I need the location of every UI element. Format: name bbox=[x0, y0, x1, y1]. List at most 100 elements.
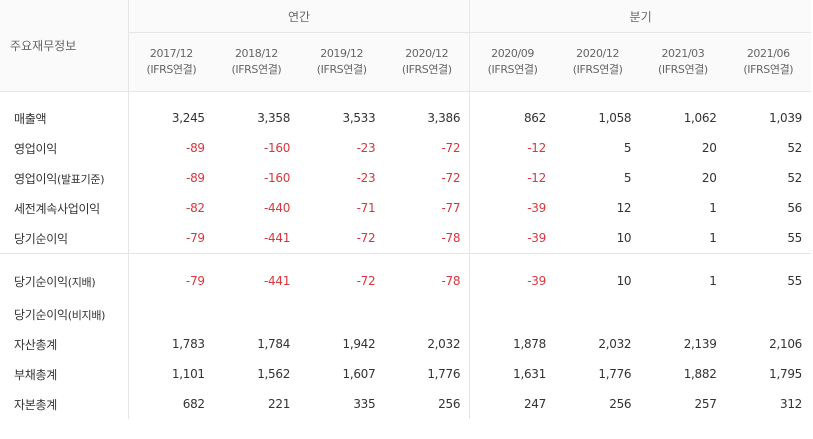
table-row: 당기순이익 -79 -441 -72 -78 -39 10 1 55 bbox=[0, 223, 811, 254]
value-cell: 20 bbox=[701, 171, 717, 185]
value-cell bbox=[726, 299, 811, 329]
value-cell: -71 bbox=[356, 201, 376, 215]
row-label-sub: (지배) bbox=[67, 275, 96, 289]
value-cell: -89 bbox=[127, 133, 214, 163]
value-cell: -160 bbox=[264, 141, 291, 155]
period-basis: (IFRS연결) bbox=[401, 63, 452, 76]
financial-summary-table: 주요재무정보 연간 분기 2017/12 (IFRS연결) 2018/12 (IFRS… bbox=[0, 0, 811, 419]
value-cell: 52 bbox=[787, 141, 802, 155]
table-row: 부채총계 1,101 1,562 1,607 1,776 1,631 1,776 1,882 1… bbox=[0, 359, 811, 389]
row-label-main: 매출액 bbox=[14, 111, 47, 126]
value-cell: 1,631 bbox=[469, 359, 555, 389]
value-cell: 55 bbox=[787, 274, 802, 288]
period-basis: (IFRS연결) bbox=[572, 63, 623, 76]
value-cell: -72 bbox=[441, 171, 461, 185]
table-row: 세전계속사업이익 -82 -440 -71 -77 -39 12 1 56 bbox=[0, 193, 811, 223]
value-cell: -160 bbox=[264, 171, 291, 185]
period-header: 2019/12 (IFRS연결) bbox=[299, 32, 385, 92]
period-basis: (IFRS연결) bbox=[487, 63, 538, 76]
period-basis: (IFRS연결) bbox=[658, 63, 708, 76]
row-label: 매출액 bbox=[0, 103, 128, 133]
table-row: 영업이익 -89 -160 -23 -72 -12 5 20 52 bbox=[0, 133, 811, 163]
row-label-sub: (비지배) bbox=[67, 308, 106, 322]
value-cell: 1,795 bbox=[769, 367, 802, 381]
value-cell: 221 bbox=[268, 397, 291, 411]
period-date: 2019/12 bbox=[320, 47, 364, 60]
period-basis: (IFRS연결) bbox=[231, 63, 282, 76]
period-basis: (IFRS연결) bbox=[146, 63, 197, 76]
row-label-main: 당기순이익 bbox=[14, 231, 68, 246]
value-cell: 1,878 bbox=[469, 329, 555, 359]
row-label: 자산총계 bbox=[0, 329, 128, 359]
period-header: 2021/06 (IFRS연결) bbox=[725, 32, 811, 92]
value-cell bbox=[555, 299, 640, 329]
value-cell: 12 bbox=[616, 201, 632, 215]
value-cell: -12 bbox=[469, 163, 555, 193]
value-cell: 862 bbox=[469, 103, 555, 133]
value-cell: 247 bbox=[469, 389, 555, 419]
value-cell: 2,032 bbox=[598, 337, 632, 351]
value-cell: 1,039 bbox=[769, 111, 802, 125]
table-header: 주요재무정보 연간 분기 2017/12 (IFRS연결) 2018/12 (IFRS… bbox=[0, 0, 811, 92]
value-cell: 3,358 bbox=[257, 111, 291, 125]
period-header: 2018/12 (IFRS연결) bbox=[213, 32, 300, 92]
row-label: 자본총계 bbox=[0, 389, 128, 419]
value-cell: 1 bbox=[709, 274, 717, 288]
value-cell: 56 bbox=[787, 201, 802, 215]
value-cell: 2,032 bbox=[427, 337, 461, 351]
header-label: 주요재무정보 bbox=[0, 0, 129, 92]
row-label-main: 당기순이익 bbox=[14, 274, 68, 289]
value-cell bbox=[299, 299, 384, 329]
value-cell: 55 bbox=[787, 231, 802, 245]
value-cell: -89 bbox=[127, 163, 214, 193]
value-cell: -82 bbox=[127, 193, 214, 223]
value-cell bbox=[214, 299, 299, 329]
value-cell: -72 bbox=[356, 274, 376, 288]
value-cell: 3,533 bbox=[342, 111, 376, 125]
period-header-row: 2017/12 (IFRS연결) 2018/12 (IFRS연결) 2019/12 (IF… bbox=[0, 32, 811, 92]
period-header: 2017/12 (IFRS연결) bbox=[127, 32, 214, 92]
period-date: 2018/12 bbox=[234, 47, 278, 60]
row-label-main: 자본총계 bbox=[14, 397, 57, 412]
row-label-main: 부채총계 bbox=[14, 367, 57, 382]
value-cell: 1,562 bbox=[257, 367, 291, 381]
value-cell: -78 bbox=[441, 231, 461, 245]
value-cell bbox=[640, 299, 725, 329]
value-cell: 20 bbox=[701, 141, 717, 155]
value-cell: -441 bbox=[264, 231, 291, 245]
table-row: 자산총계 1,783 1,784 1,942 2,032 1,878 2,032 2,139 2… bbox=[0, 329, 811, 359]
row-label-main: 자산총계 bbox=[14, 337, 57, 352]
value-cell: -72 bbox=[441, 141, 461, 155]
value-cell: -79 bbox=[127, 223, 214, 254]
value-cell: -440 bbox=[264, 201, 291, 215]
value-cell: -12 bbox=[469, 133, 555, 163]
row-label-sub: (발표기준) bbox=[56, 172, 105, 186]
table-body: 매출액 3,245 3,358 3,533 3,386 862 1,058 1,062 1,03… bbox=[0, 91, 811, 419]
value-cell: 1,784 bbox=[257, 337, 291, 351]
value-cell: 1,776 bbox=[427, 367, 461, 381]
value-cell: 682 bbox=[127, 389, 214, 419]
row-label: 당기순이익(비지배) bbox=[0, 299, 128, 329]
value-cell: 1,882 bbox=[683, 367, 717, 381]
value-cell: -23 bbox=[356, 141, 376, 155]
value-cell: 3,386 bbox=[427, 111, 461, 125]
value-cell bbox=[469, 299, 555, 329]
period-header: 2020/12 (IFRS연결) bbox=[554, 32, 641, 92]
value-cell: -441 bbox=[264, 274, 291, 288]
value-cell: 52 bbox=[787, 171, 802, 185]
row-label: 당기순이익 bbox=[0, 223, 128, 254]
table-row: 당기순이익(지배) -79 -441 -72 -78 -39 10 1 55 bbox=[0, 263, 811, 299]
period-date: 2021/03 bbox=[661, 47, 705, 60]
period-date: 2021/06 bbox=[746, 47, 790, 60]
value-cell: 2,139 bbox=[683, 337, 717, 351]
row-label: 부채총계 bbox=[0, 359, 128, 389]
period-date: 2020/09 bbox=[491, 47, 535, 60]
row-label: 영업이익(발표기준) bbox=[0, 163, 128, 193]
value-cell: -72 bbox=[356, 231, 376, 245]
value-cell bbox=[127, 299, 214, 329]
row-label-main: 영업이익 bbox=[14, 171, 57, 186]
value-cell: 1,058 bbox=[598, 111, 632, 125]
row-label-main: 영업이익 bbox=[14, 141, 57, 156]
row-label-main: 당기순이익 bbox=[14, 307, 68, 322]
value-cell: -79 bbox=[127, 263, 214, 299]
